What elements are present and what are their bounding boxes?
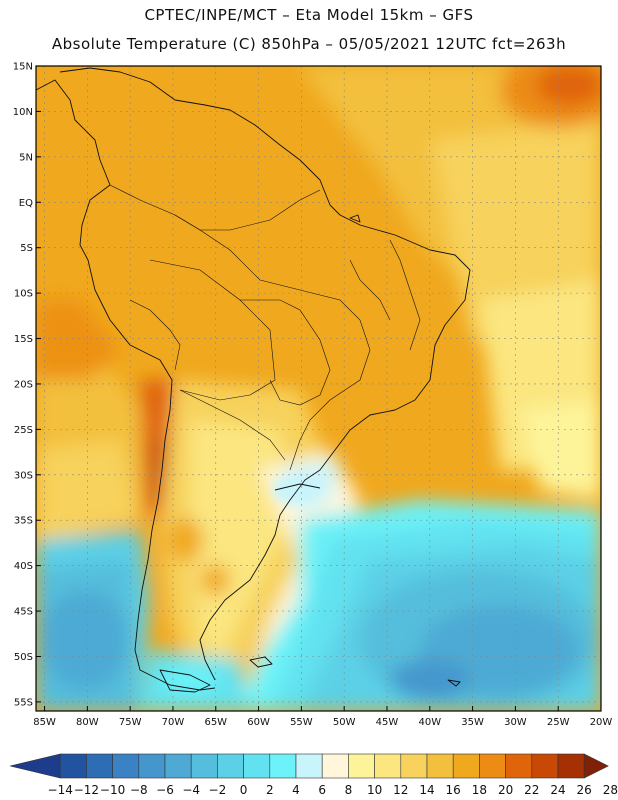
colorbar-swatch [374,753,402,779]
colorbar-swatch [9,753,61,779]
colorbar-swatch [190,753,218,779]
colorbar-label: 18 [472,783,487,797]
colorbar-swatch [243,753,271,779]
lat-tick-label: 25S [14,425,33,436]
map-subtitle: Absolute Temperature (C) 850hPa – 05/05/… [51,35,567,53]
longitude-axis: 85W 80W 75W 70W 65W 60W 55W 50W 45W 40W 35W 30W 25W 2… [33,706,612,728]
colorbar-swatch [452,753,480,779]
colorbar-label: 12 [393,783,408,797]
temperature-field [36,66,601,711]
colorbar-swatch [426,753,454,779]
colorbar-swatch [269,753,297,779]
lon-tick-label: 65W [204,717,227,728]
country-borders [109,184,421,471]
lat-tick-label: 40S [14,561,33,572]
lon-tick-label: 60W [247,717,270,728]
colorbar-label: 24 [550,783,565,797]
colorbar-label: −6 [156,783,174,797]
lon-tick-label: 40W [418,717,441,728]
colorbar-swatch [321,753,349,779]
lat-tick-label: 5S [20,243,33,254]
colorbar-label: −4 [182,783,200,797]
colorbar-swatch [505,753,533,779]
lat-tick-label: 55S [14,697,33,708]
colorbar: −14 −12 −10 −8 −6 −4 −2 0 2 4 6 8 10 12 14 16 18 20 22 24 26… [9,753,618,797]
colorbar-label: 20 [498,783,513,797]
colorbar-swatch [112,753,140,779]
colorbar-label: 16 [446,783,461,797]
colorbar-label: −12 [74,783,99,797]
lon-tick-label: 55W [290,717,313,728]
lat-tick-label: 5N [19,152,33,163]
colorbar-swatch [557,753,585,779]
lon-tick-label: 70W [162,717,185,728]
colorbar-label: 14 [419,783,434,797]
lon-tick-label: 30W [504,717,527,728]
lat-tick-label: 10S [14,289,33,300]
lon-tick-label: 80W [76,717,99,728]
colorbar-label: 0 [240,783,248,797]
colorbar-swatch [164,753,192,779]
colorbar-swatch [400,753,428,779]
colorbar-label: 28 [603,783,618,797]
lon-tick-label: 25W [547,717,570,728]
lat-tick-label: 20S [14,379,33,390]
lon-tick-label: 75W [119,717,142,728]
colorbar-label: −8 [130,783,148,797]
lat-tick-label: EQ [19,198,33,209]
colorbar-swatch [59,753,87,779]
graticule [36,66,601,711]
coastline [36,67,471,693]
lat-tick-label: 15S [14,334,33,345]
colorbar-label: 2 [266,783,274,797]
colorbar-label: 10 [367,783,382,797]
colorbar-label: 8 [345,783,353,797]
lon-tick-label: 50W [333,717,356,728]
latitude-axis: 15N 10N 5N EQ 5S 10S 15S 20S 25S 30S 35S 40S 45S 50S 5… [13,62,41,708]
lon-tick-label: 35W [461,717,484,728]
lat-tick-label: 10N [13,107,33,118]
colorbar-swatch [348,753,375,779]
colorbar-label: 4 [292,783,300,797]
lon-tick-label: 85W [33,717,56,728]
lat-tick-label: 45S [14,607,33,618]
lon-tick-label: 45W [376,717,399,728]
colorbar-label: −14 [48,783,73,797]
map-title: CPTEC/INPE/MCT – Eta Model 15km – GFS [144,6,474,24]
colorbar-label: −10 [100,783,125,797]
colorbar-swatch [531,753,559,779]
map-frame [35,65,602,712]
colorbar-swatch [138,753,166,779]
colorbar-label: −2 [209,783,227,797]
colorbar-label: 6 [318,783,326,797]
colorbar-swatch [479,753,506,779]
colorbar-swatch [86,753,113,779]
colorbar-swatch [217,753,244,779]
colorbar-label: 26 [577,783,592,797]
lat-tick-label: 35S [14,516,33,527]
lat-tick-label: 15N [13,62,33,73]
temperature-map: 15N 10N 5N EQ 5S 10S 15S 20S 25S 30S 35S 40S 45S 50S 5… [13,62,613,729]
colorbar-swatch [583,753,609,779]
lon-tick-label: 20W [590,717,613,728]
colorbar-label: 22 [524,783,539,797]
lat-tick-label: 50S [14,652,33,663]
lat-tick-label: 30S [14,470,33,481]
colorbar-swatch [295,753,323,779]
